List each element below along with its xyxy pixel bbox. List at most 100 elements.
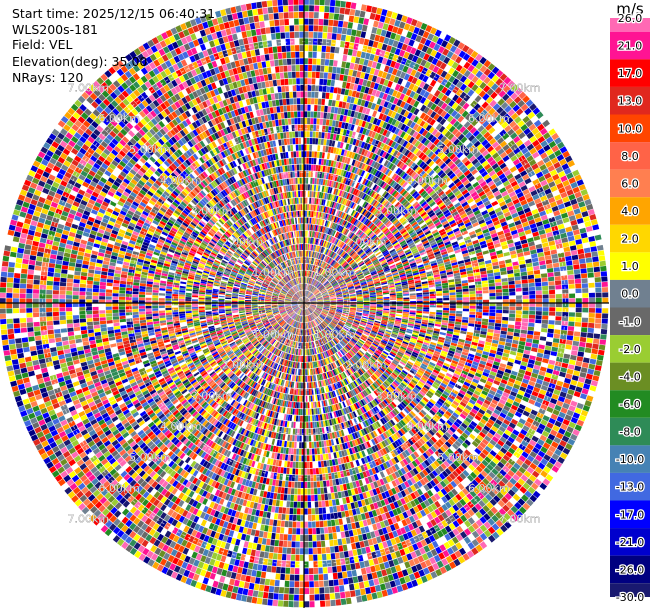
gate-cell [422,311,429,314]
gate-cell [555,298,562,303]
gate-cell [500,270,507,275]
gate-cell [316,191,320,198]
gate-cell [321,45,327,52]
gate-cell [541,323,548,329]
gate-cell [327,72,332,80]
gate-cell [316,58,321,65]
gate-cell [323,19,329,26]
gate-cell [323,206,327,213]
gate-cell [356,71,362,78]
gate-cell [572,259,580,265]
gate-cell [322,145,326,152]
gate-cell [568,284,575,289]
gate-cell [568,240,576,247]
gate-cell [552,262,560,268]
gate-cell [571,375,579,381]
gate-cell [363,305,370,307]
gate-cell [363,18,370,26]
gate-cell [333,168,338,175]
gate-cell [360,4,367,12]
gate-cell [305,270,307,277]
gate-cell [350,56,356,63]
gate-cell [356,50,362,58]
gate-cell [494,323,502,327]
gate-cell [322,32,328,39]
gate-cell [348,69,354,76]
gate-cell [595,287,602,293]
gate-cell [487,273,494,277]
gate-cell [311,151,315,158]
gate-cell [594,234,602,241]
gate-cell [363,59,369,66]
gate-cell [309,138,313,145]
gate-cell [319,198,323,205]
gate-cell [435,314,442,318]
gate-cell [587,327,594,333]
gate-cell [345,116,351,123]
gate-cell [310,264,313,271]
gate-cell [494,329,501,334]
gate-cell [423,309,430,312]
gate-cell [548,320,555,325]
gate-cell [570,354,577,361]
gate-cell [571,345,579,351]
gate-cell [494,326,501,331]
gate-cell [358,17,365,24]
gate-cell [317,38,323,45]
gate-cell [592,343,599,350]
gate-cell [308,250,310,257]
gate-cell [435,316,442,320]
gate-cell [309,151,312,158]
gate-cell [481,321,488,326]
gate-cell [350,76,356,84]
gate-cell [579,341,586,348]
gate-cell [329,133,334,140]
gate-cell [309,271,312,278]
gate-cell [308,18,314,25]
gate-cell [416,306,423,309]
gate-cell [332,26,338,34]
gate-cell [324,166,328,173]
gate-cell [354,77,360,85]
gate-cell [335,100,340,108]
gate-cell [593,333,601,339]
gate-cell [342,129,347,136]
gate-cell [321,152,325,159]
gate-cell [372,110,378,118]
gate-cell [307,270,309,277]
gate-cell [315,71,320,79]
gate-cell [541,319,549,324]
gate-cell [332,133,337,141]
gate-cell [357,299,363,302]
gate-cell [320,138,324,145]
gate-cell [310,217,313,224]
gate-cell [317,232,321,239]
gate-cell [338,101,343,108]
gate-cell [525,258,532,264]
gate-cell [330,106,335,113]
gate-cell [309,257,312,264]
gate-cell [376,304,383,306]
gate-cell [324,6,330,13]
gate-cell [573,336,580,342]
gate-cell [536,352,544,358]
gate-cell [475,321,482,325]
gate-cell [462,294,469,298]
gate-cell [326,79,332,86]
gate-cell [474,95,482,103]
gate-cell [481,277,488,281]
gate-cell [495,313,502,317]
gate-cell [370,305,377,307]
gate-cell [319,78,324,85]
gate-cell [585,373,593,380]
gate-cell [436,312,443,315]
gate-cell [355,91,361,98]
gate-cell [344,68,350,76]
gate-cell [320,192,324,199]
gate-cell [588,363,596,370]
gate-cell [474,275,481,279]
gate-cell [312,131,316,138]
gate-cell [369,33,376,41]
gate-cell [481,324,488,329]
gate-cell [581,317,589,323]
